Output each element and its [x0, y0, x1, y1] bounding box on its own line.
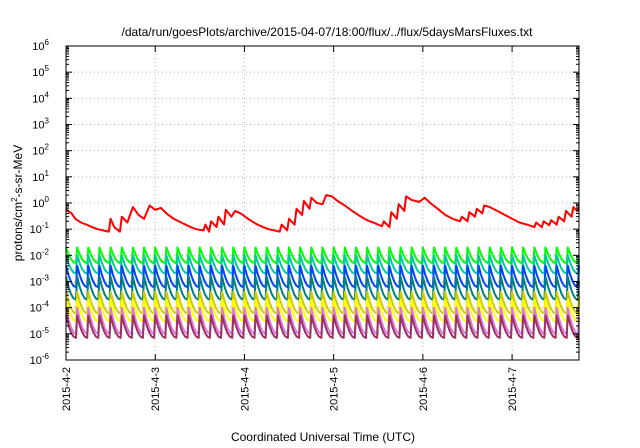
y-tick-label: 10-4	[30, 300, 50, 315]
y-tick-exponent: -2	[42, 247, 50, 256]
series-line-3	[65, 264, 580, 289]
y-tick-label: 10-3	[30, 274, 50, 289]
y-axis-label: protons/cm2-s-sr-MeV	[10, 145, 25, 261]
y-tick-label: 105	[32, 64, 49, 79]
x-tick-label: 2015-4-7	[507, 367, 519, 411]
y-tick-exponent: -4	[42, 300, 50, 309]
x-tick-label: 2015-4-3	[150, 367, 162, 411]
y-tick-exponent: 6	[45, 38, 50, 47]
y-tick-label: 106	[32, 38, 49, 53]
y-tick-exponent: 2	[45, 143, 50, 152]
y-tick-base: 10	[32, 146, 44, 158]
series-line-0	[65, 194, 580, 233]
y-tick-label: 104	[32, 90, 49, 105]
y-tick-base: 10	[30, 277, 42, 289]
y-tick-label: 100	[32, 195, 49, 210]
y-axis-label-pre: protons/cm	[11, 202, 25, 261]
series-line-1	[65, 246, 580, 265]
y-tick-exponent: 1	[45, 169, 50, 178]
y-tick-label: 10-5	[30, 326, 50, 341]
x-axis-label: Coordinated Universal Time (UTC)	[231, 430, 415, 444]
y-tick-base: 10	[32, 67, 44, 79]
chart-title: /data/run/goesPlots/archive/2015-04-07/1…	[122, 25, 534, 39]
y-tick-base: 10	[32, 41, 44, 53]
y-tick-exponent: -1	[42, 221, 50, 230]
x-tick-label: 2015-4-4	[239, 367, 251, 411]
y-tick-exponent: -3	[42, 274, 50, 283]
y-tick-base: 10	[32, 93, 44, 105]
y-tick-exponent: 3	[45, 117, 50, 126]
y-tick-exponent: 0	[45, 195, 50, 204]
series-line-5	[65, 290, 580, 315]
y-tick-exponent: 5	[45, 64, 50, 73]
x-tick-label: 2015-4-6	[418, 367, 430, 411]
y-tick-label: 101	[32, 169, 49, 184]
series-line-4	[65, 275, 580, 301]
series-line-6	[65, 298, 580, 323]
x-tick-label: 2015-4-5	[329, 367, 341, 411]
y-axis-ticks: 10-610-510-410-310-210-11001011021031041…	[30, 38, 579, 367]
x-axis-ticks: 2015-4-2 2015-4-3 2015-4-4 2015-4-5 2015-4-6…	[61, 46, 519, 411]
y-tick-label: 10-6	[30, 352, 50, 367]
y-tick-label: 10-1	[30, 221, 50, 236]
y-tick-exponent: 4	[45, 90, 50, 99]
series-line-8	[65, 314, 580, 341]
y-tick-label: 103	[32, 117, 49, 132]
x-tick-label: 2015-4-2	[61, 367, 73, 411]
y-tick-exponent: -5	[42, 326, 50, 335]
series-layer	[65, 194, 580, 341]
y-tick-base: 10	[30, 250, 42, 262]
y-tick-label: 102	[32, 143, 49, 158]
y-tick-label: 10-2	[30, 247, 50, 262]
y-tick-base: 10	[30, 224, 42, 236]
y-tick-base: 10	[32, 198, 44, 210]
y-axis-label-post: -s-sr-MeV	[11, 145, 25, 198]
y-tick-base: 10	[30, 303, 42, 315]
series-line-2	[65, 254, 580, 275]
y-tick-base: 10	[32, 172, 44, 184]
y-axis-label-sup: 2	[10, 197, 19, 202]
y-tick-exponent: -6	[42, 352, 50, 361]
y-tick-base: 10	[30, 355, 42, 367]
y-tick-base: 10	[32, 120, 44, 132]
series-line-7	[65, 306, 580, 335]
y-tick-base: 10	[30, 329, 42, 341]
